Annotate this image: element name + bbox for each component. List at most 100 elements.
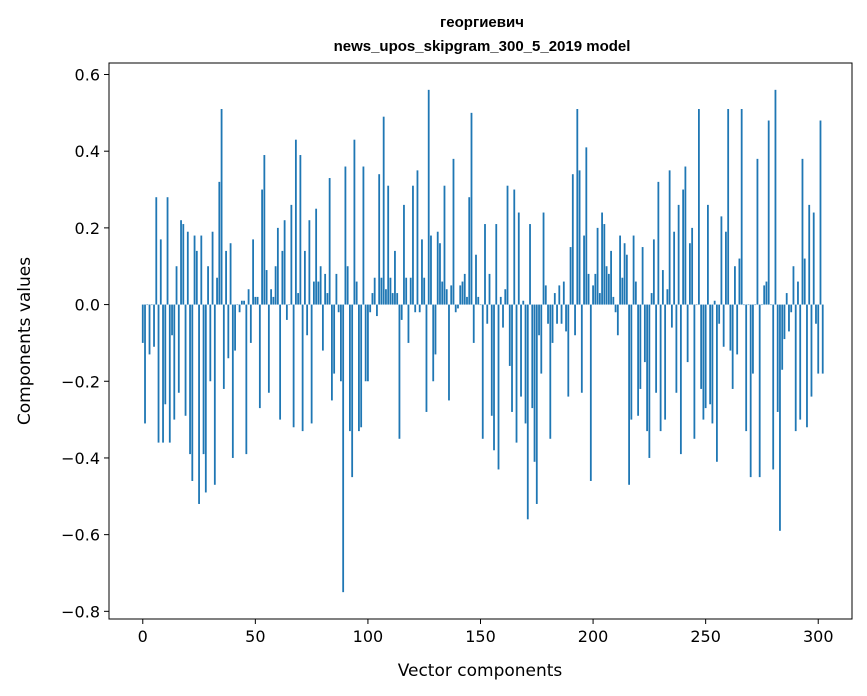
bar	[540, 304, 543, 374]
bar	[799, 304, 802, 420]
y-tick-label: −0.6	[61, 526, 100, 545]
bar	[619, 235, 621, 305]
bar	[490, 304, 493, 416]
bar	[454, 304, 457, 313]
bar	[326, 293, 329, 305]
bar	[819, 120, 822, 305]
bar	[616, 304, 619, 336]
bar	[673, 231, 676, 305]
bar	[632, 235, 635, 305]
bar	[666, 289, 669, 305]
bar	[535, 304, 538, 504]
bar	[682, 189, 685, 305]
bar	[249, 304, 252, 343]
bar	[155, 197, 158, 305]
bar	[209, 304, 212, 382]
bar	[470, 112, 473, 305]
bar	[466, 296, 468, 305]
y-tick-label: 0.4	[75, 142, 100, 161]
bar	[252, 239, 254, 305]
bar	[652, 239, 655, 305]
bar	[783, 304, 786, 340]
bar	[646, 304, 649, 432]
bar	[301, 304, 304, 432]
bar	[610, 250, 612, 305]
bar	[306, 304, 309, 336]
bar	[202, 304, 205, 455]
x-tick-label: 0	[138, 627, 148, 646]
bar	[700, 304, 703, 389]
bar	[337, 304, 340, 313]
bar	[650, 293, 653, 305]
bar	[376, 304, 378, 317]
bar	[423, 277, 426, 305]
bar	[263, 155, 266, 305]
bar	[821, 304, 824, 374]
bar	[718, 304, 721, 324]
bar	[421, 239, 423, 305]
bar	[222, 304, 225, 389]
bar	[452, 158, 455, 305]
bar	[225, 250, 227, 305]
bar	[276, 227, 279, 305]
bar	[299, 155, 302, 305]
x-tick-label: 250	[690, 627, 721, 646]
bar	[810, 304, 813, 397]
bar	[558, 285, 561, 305]
bar	[605, 266, 608, 305]
bar	[324, 273, 327, 305]
bar	[634, 281, 637, 305]
bar	[756, 158, 759, 305]
bar	[729, 304, 732, 351]
bar	[553, 293, 556, 305]
bar	[238, 304, 241, 313]
bar	[734, 266, 736, 305]
bar	[195, 250, 198, 305]
bar	[243, 300, 245, 305]
bar	[587, 273, 590, 305]
bar	[583, 235, 585, 305]
bar	[664, 304, 667, 420]
bar	[430, 235, 432, 305]
bar	[648, 304, 651, 458]
bar	[418, 304, 421, 313]
bar	[743, 304, 745, 306]
bar	[479, 304, 482, 306]
bar	[601, 212, 603, 305]
bar	[603, 224, 606, 305]
bar	[524, 304, 527, 424]
bar	[310, 304, 313, 424]
bar	[443, 185, 446, 305]
bar	[459, 285, 462, 305]
bar	[331, 304, 333, 401]
bar	[792, 266, 795, 305]
bar	[513, 189, 516, 305]
bar	[358, 304, 360, 432]
bar	[321, 304, 324, 351]
bar	[175, 266, 178, 305]
bar	[679, 304, 682, 455]
y-axis-ticks: −0.8 −0.6 −0.4 −0.2 0.0 0.2 0.4 0.6	[61, 66, 109, 621]
bar	[159, 239, 162, 305]
bar	[779, 304, 781, 531]
bar	[258, 304, 261, 409]
bar	[312, 281, 315, 305]
y-tick-label: −0.8	[61, 602, 100, 621]
bar	[308, 220, 311, 305]
bar	[162, 304, 164, 443]
bar	[542, 212, 545, 305]
bar	[567, 304, 570, 397]
bar	[265, 270, 268, 305]
bar	[803, 258, 806, 305]
bar	[450, 285, 453, 305]
bar	[565, 304, 567, 332]
bar	[369, 304, 372, 313]
bar	[391, 293, 394, 305]
bar	[772, 304, 775, 470]
bar	[623, 243, 626, 305]
bar	[533, 304, 536, 462]
bar	[781, 304, 784, 370]
bar	[621, 277, 624, 305]
bar	[628, 304, 630, 485]
